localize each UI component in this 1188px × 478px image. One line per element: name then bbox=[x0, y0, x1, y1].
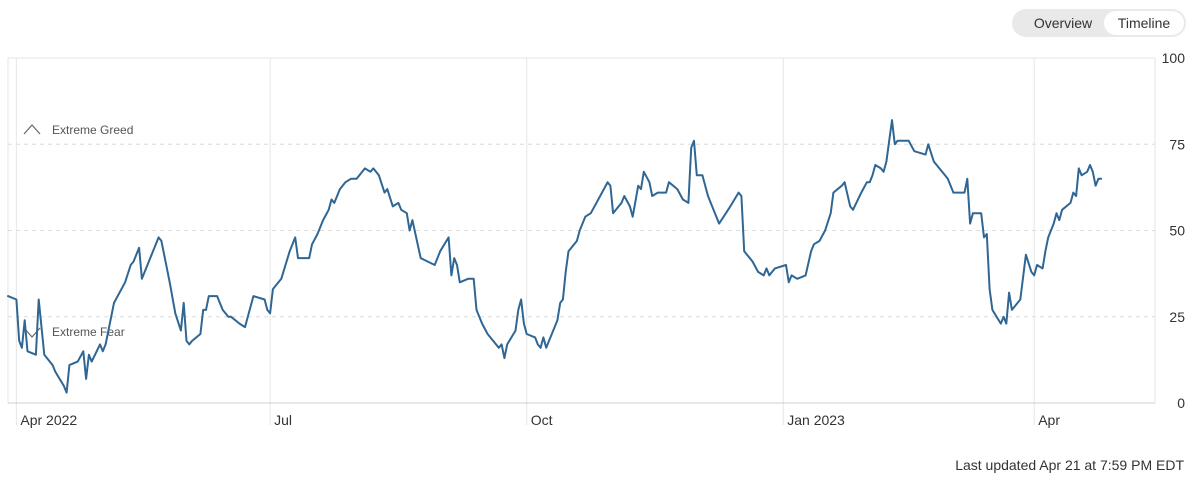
x-tick-label: Jan 2023 bbox=[787, 412, 845, 428]
zone-label: Extreme Fear bbox=[52, 325, 125, 339]
grid bbox=[7, 57, 1156, 425]
y-tick-label: 75 bbox=[1169, 136, 1185, 152]
zone-label: Extreme Greed bbox=[52, 123, 133, 137]
x-tick-label: Apr bbox=[1038, 412, 1060, 428]
y-tick-label: 100 bbox=[1162, 50, 1186, 66]
fear-greed-chart: Extreme Greed Extreme Fear Apr 2022 Jul Oct… bbox=[7, 50, 1185, 428]
series-line bbox=[7, 119, 1103, 394]
axes: Apr 2022 Jul Oct Jan 2023 Apr 0 25 50 75 100 bbox=[8, 50, 1185, 428]
chevron-up-icon bbox=[23, 124, 41, 135]
y-tick-label: 25 bbox=[1169, 309, 1185, 325]
series bbox=[7, 119, 1103, 394]
overview-tab[interactable]: Overview bbox=[1033, 15, 1093, 31]
y-tick-label: 0 bbox=[1177, 395, 1185, 411]
y-tick-label: 50 bbox=[1169, 223, 1185, 239]
view-toggle: Overview Timeline bbox=[1012, 9, 1186, 37]
x-tick-label: Oct bbox=[531, 412, 553, 428]
x-tick-label: Apr 2022 bbox=[20, 412, 77, 428]
timeline-tab[interactable]: Timeline bbox=[1104, 11, 1184, 35]
last-updated-text: Last updated Apr 21 at 7:59 PM EDT bbox=[955, 457, 1184, 473]
x-tick-label: Jul bbox=[274, 412, 292, 428]
